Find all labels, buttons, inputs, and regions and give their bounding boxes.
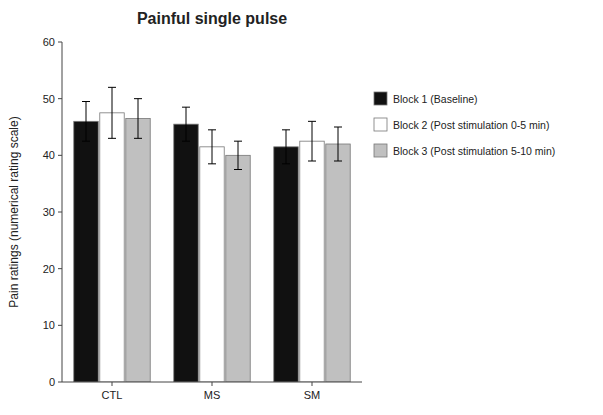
error-cap (308, 161, 316, 162)
error-cap (108, 87, 116, 88)
bar (226, 155, 250, 382)
y-tick-label: 30 (43, 206, 55, 218)
error-cap (334, 161, 342, 162)
error-bar (134, 99, 142, 139)
error-cap (208, 163, 216, 164)
error-bar (334, 127, 342, 161)
legend-label: Block 2 (Post stimulation 0-5 min) (393, 119, 549, 131)
y-tick (58, 42, 62, 43)
error-stem (238, 141, 239, 169)
error-cap (134, 138, 142, 139)
error-cap (308, 121, 316, 122)
error-bar (282, 130, 290, 164)
error-cap (208, 129, 216, 130)
error-cap (82, 101, 90, 102)
bars (74, 87, 350, 382)
legend-swatch (374, 92, 387, 105)
y-tick (58, 325, 62, 326)
x-tick (312, 382, 313, 386)
error-stem (112, 87, 113, 138)
bar (174, 124, 198, 382)
x-tick-label: MS (204, 389, 221, 401)
error-stem (212, 130, 213, 164)
y-tick (58, 268, 62, 269)
y-tick-label: 0 (49, 376, 55, 388)
y-tick (58, 212, 62, 213)
legend-label: Block 3 (Post stimulation 5-10 min) (393, 145, 555, 157)
bar (300, 141, 324, 382)
error-stem (338, 127, 339, 161)
error-bar (308, 121, 316, 161)
bar (74, 121, 98, 382)
y-axis-label: Pain ratings (numerical rating scale) (7, 116, 21, 307)
bar (200, 147, 224, 382)
error-stem (186, 107, 187, 141)
x-tick (212, 382, 213, 386)
error-cap (234, 141, 242, 142)
error-cap (234, 169, 242, 170)
title: Painful single pulse (137, 10, 287, 27)
bar (100, 113, 124, 382)
legend-label: Block 1 (Baseline) (393, 93, 478, 105)
y-tick-label: 20 (43, 263, 55, 275)
error-stem (286, 130, 287, 164)
x-tick-label: SM (304, 389, 321, 401)
y-tick (58, 382, 62, 383)
error-bar (208, 130, 216, 164)
error-cap (134, 98, 142, 99)
error-cap (108, 138, 116, 139)
error-stem (86, 102, 87, 142)
y-tick-label: 50 (43, 93, 55, 105)
error-cap (182, 141, 190, 142)
error-stem (312, 121, 313, 161)
error-cap (82, 141, 90, 142)
y-tick (58, 98, 62, 99)
error-bar (82, 102, 90, 142)
bar (326, 144, 350, 382)
bar (126, 119, 150, 383)
y-tick-label: 10 (43, 319, 55, 331)
error-stem (138, 99, 139, 139)
chart: Painful single pulse 0 10 20 30 40 50 60 CTL MS SM… (0, 0, 603, 415)
y-tick-label: 40 (43, 149, 55, 161)
error-bar (182, 107, 190, 141)
x-tick (112, 382, 113, 386)
error-bar (234, 141, 242, 169)
error-cap (334, 127, 342, 128)
bar (274, 147, 298, 382)
error-cap (182, 107, 190, 108)
error-bar (108, 87, 116, 138)
error-cap (282, 163, 290, 164)
x-tick-label: CTL (102, 389, 123, 401)
legend-swatch (374, 118, 387, 131)
y-tick (58, 155, 62, 156)
y-tick-label: 60 (43, 36, 55, 48)
legend-swatch (374, 144, 387, 157)
error-cap (282, 129, 290, 130)
legend: Block 1 (Baseline) Block 2 (Post stimulat… (374, 92, 555, 157)
